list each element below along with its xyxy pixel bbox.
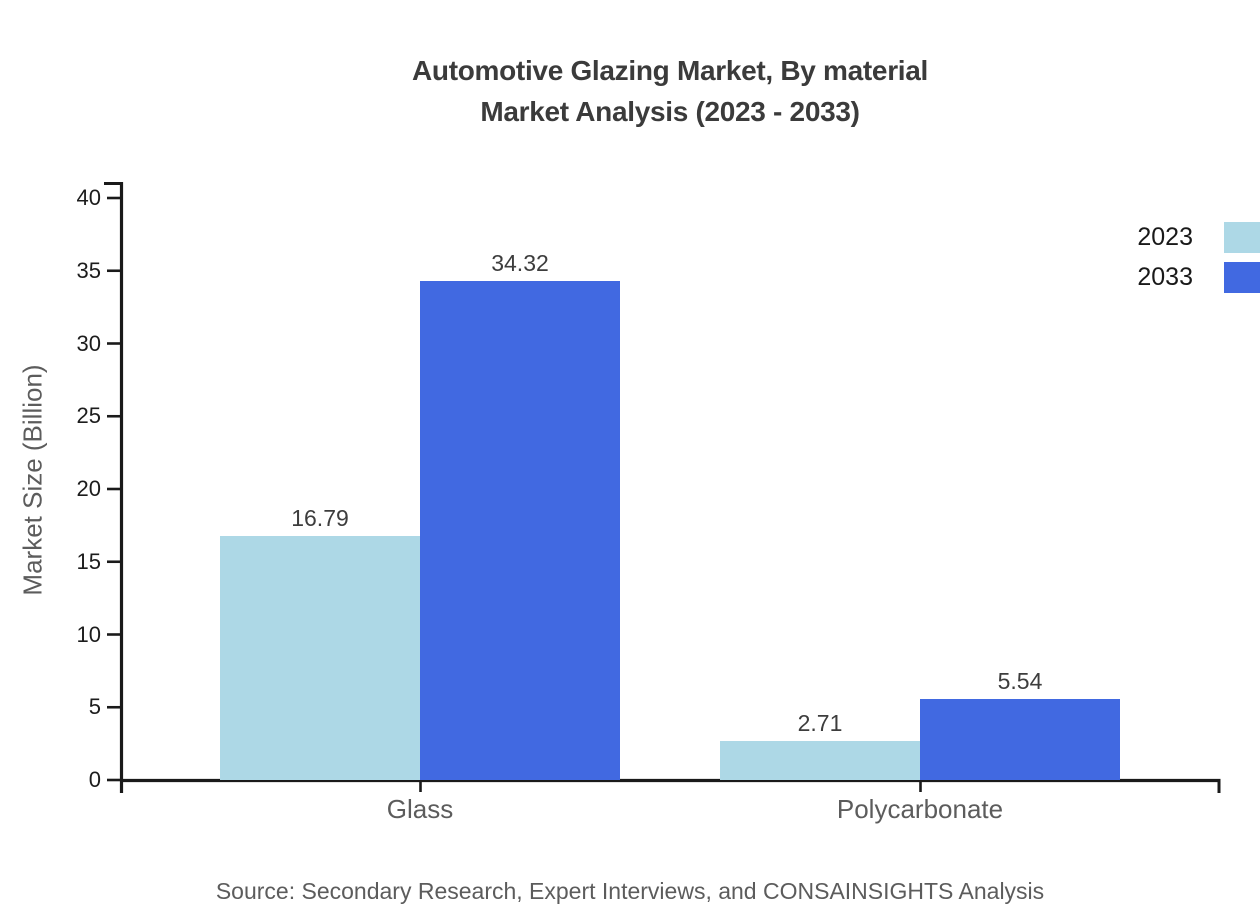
y-tick-label: 35 [76, 257, 101, 283]
bar-polycarbonate-2033[interactable] [920, 699, 1120, 780]
bar-value-label: 16.79 [291, 504, 349, 531]
legend: 2023 2033 [1137, 222, 1260, 293]
bar-polycarbonate-2023[interactable] [720, 740, 920, 780]
legend-item-2023[interactable]: 2023 [1137, 222, 1260, 253]
bar-group-glass-2023: 16.79 [220, 505, 420, 780]
x-category-label-glass: Glass [386, 794, 454, 824]
chart-title-line1: Automotive Glazing Market, By material [411, 55, 929, 86]
bar-group-glass-2033: 34.32 [420, 250, 620, 780]
y-tick-label: 15 [76, 548, 101, 574]
chart-title: Automotive Glazing Market, By material M… [170, 50, 1170, 132]
source-note: Source: Secondary Research, Expert Inter… [215, 878, 1045, 904]
y-tick-label: 5 [88, 694, 101, 720]
bar-group-polycarbonate-2023: 2.71 [720, 710, 920, 780]
legend-label-2033: 2033 [1137, 263, 1193, 291]
bar-group-polycarbonate-2033: 5.54 [920, 668, 1120, 780]
legend-swatch-2023 [1224, 222, 1260, 253]
bar-value-label: 34.32 [491, 249, 549, 276]
y-tick-label: 30 [76, 330, 101, 356]
bar-value-label: 2.71 [797, 709, 843, 736]
y-tick-label: 10 [76, 621, 101, 647]
bar-value-label: 5.54 [997, 668, 1043, 695]
x-tick-marks [419, 781, 922, 792]
legend-label-2023: 2023 [1137, 223, 1193, 251]
bar-glass-2033[interactable] [420, 280, 620, 780]
legend-swatch-2033 [1224, 262, 1260, 293]
legend-item-2033[interactable]: 2033 [1137, 262, 1260, 293]
bar-glass-2023[interactable] [220, 535, 420, 780]
y-tick-label: 25 [76, 403, 101, 429]
chart-title-line2: Market Analysis (2023 - 2033) [480, 96, 860, 127]
y-tick-label: 40 [76, 185, 101, 210]
y-tick-label: 0 [88, 767, 101, 792]
y-tick-label: 20 [76, 476, 101, 501]
x-category-label-polycarbonate: Polycarbonate [836, 794, 1004, 824]
y-tick-marks [107, 196, 121, 782]
